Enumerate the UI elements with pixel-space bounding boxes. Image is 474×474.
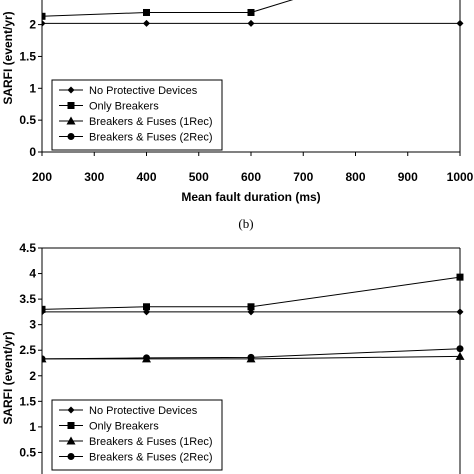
legend-box [51, 399, 223, 471]
legend-marker-square [67, 422, 75, 429]
series-square [42, 273, 464, 313]
legend-marker-triangle [66, 116, 76, 125]
y-tick-label: 2.5 [19, 343, 36, 357]
legend-marker-diamond [67, 406, 75, 414]
legend-entry: No Protective Devices [89, 405, 198, 417]
legend-marker-circle [67, 453, 75, 460]
y-tick-label: 3.5 [19, 292, 36, 306]
legend-marker-triangle [66, 436, 76, 445]
data-point-square [42, 12, 46, 20]
data-point-square [143, 8, 150, 16]
legend-entry: Only Breakers [89, 101, 159, 113]
x-tick-label: 700 [293, 170, 313, 184]
panel-caption: (b) [238, 216, 253, 231]
data-point-circle [247, 353, 255, 361]
legend-entry: No Protective Devices [89, 85, 198, 97]
data-point-square [247, 303, 255, 311]
data-point-square [42, 305, 46, 313]
data-point-diamond [456, 19, 464, 27]
y-tick-label: 2 [29, 18, 36, 32]
series-diamond [42, 19, 464, 27]
x-tick-label: 300 [84, 170, 104, 184]
x-tick-label: 400 [136, 170, 156, 184]
x-tick-label: 500 [189, 170, 209, 184]
data-point-square [456, 273, 464, 281]
x-tick-label: 1000 [447, 170, 474, 184]
series-line [42, 355, 461, 360]
data-point-square [143, 303, 150, 311]
data-point-circle [143, 354, 150, 362]
y-tick-label: 1.5 [19, 49, 36, 63]
series-square [42, 0, 294, 20]
legend: No Protective Devices Only Breakers Breake… [51, 399, 223, 471]
data-point-square [247, 8, 255, 16]
x-tick-label: 900 [398, 170, 418, 184]
legend: No Protective Devices Only Breakers Breake… [51, 79, 223, 151]
y-axis-title: SARFI (event/yr) [1, 331, 15, 424]
data-point-diamond [456, 308, 464, 316]
y-tick-label: 1.5 [19, 394, 36, 408]
x-axis-title: Mean fault duration (ms) [181, 190, 320, 204]
legend-entry: Breakers & Fuses (1Rec) [89, 436, 212, 448]
data-point-diamond [247, 19, 255, 27]
data-point-circle [456, 345, 464, 353]
legend-entry: Breakers & Fuses (2Rec) [89, 452, 212, 464]
x-tick-label: 800 [345, 170, 365, 184]
y-tick-label: 4 [29, 267, 36, 281]
legend-marker-circle [67, 133, 75, 140]
y-tick-label: 1 [29, 81, 36, 95]
y-tick-label: 3 [29, 318, 36, 332]
y-tick-label: 0.5 [19, 445, 36, 459]
legend-entry: Only Breakers [89, 421, 159, 433]
series-line [42, 276, 461, 310]
data-point-triangle [455, 351, 465, 360]
y-tick-label: 2 [29, 369, 36, 383]
y-tick-label: 4.5 [19, 241, 36, 255]
series-line [42, 348, 461, 360]
data-point-diamond [143, 19, 150, 27]
series-circle [42, 345, 464, 363]
legend-box [51, 79, 223, 151]
legend-marker-diamond [67, 86, 75, 94]
x-tick-label: 600 [241, 170, 261, 184]
y-tick-label: 0.5 [19, 113, 36, 127]
y-axis-title: SARFI (event/yr) [1, 11, 15, 104]
y-tick-label: 0 [29, 145, 36, 159]
legend-entry: Breakers & Fuses (1Rec) [89, 116, 212, 128]
series-line [42, 0, 294, 17]
x-tick-label: 200 [32, 170, 52, 184]
data-point-circle [42, 355, 46, 363]
legend-marker-square [67, 102, 75, 109]
y-tick-label: 1 [29, 420, 36, 434]
chart-panel-b: 0 0.5 1 1.5 2 200 300 400 500 600 700 800 900 1000 Mea… [1, 0, 474, 204]
legend-entry: Breakers & Fuses (2Rec) [89, 132, 212, 144]
chart-panel-c: 0.5 1 1.5 2 2.5 3 3.5 4 4.5 SARFI (event/yr) No Pr… [1, 241, 465, 474]
data-point-diamond [42, 19, 46, 27]
